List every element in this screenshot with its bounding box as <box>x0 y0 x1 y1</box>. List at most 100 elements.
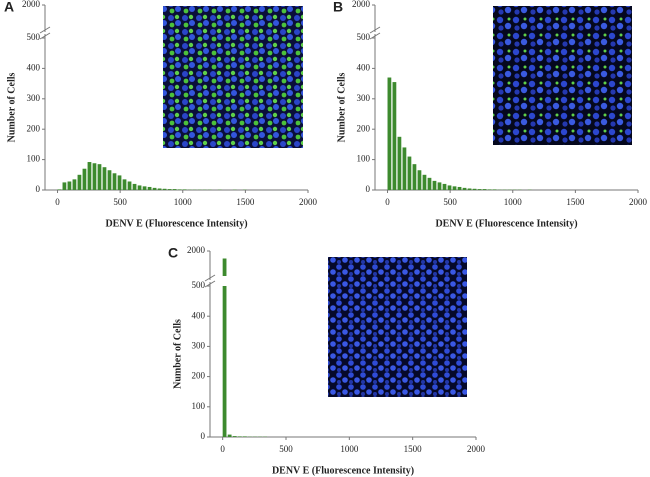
x-tick-label: 1500 <box>566 197 585 207</box>
bar <box>447 185 452 190</box>
x-tick-label: 2000 <box>299 197 318 207</box>
y-tick-label: 100 <box>357 154 371 164</box>
y-tick-label: 2000 <box>22 0 41 9</box>
x-tick-label: 0 <box>385 197 390 207</box>
bar <box>422 174 427 190</box>
y-tick-label: 0 <box>36 184 41 194</box>
bar <box>157 188 162 190</box>
bar <box>472 188 477 190</box>
x-tick-label: 500 <box>279 444 293 454</box>
bar <box>107 170 112 190</box>
bar <box>117 175 122 190</box>
bar <box>152 187 157 190</box>
bar <box>392 82 397 190</box>
y-axis-label: Number of Cells <box>6 72 17 142</box>
y-tick-label: 0 <box>366 184 371 194</box>
bar <box>232 436 237 437</box>
bar <box>182 189 187 190</box>
bar <box>237 436 242 437</box>
bar <box>102 167 107 190</box>
bar <box>427 177 432 190</box>
bar <box>482 189 487 190</box>
bar <box>457 186 462 190</box>
bar <box>242 436 247 437</box>
y-axis-label: Number of Cells <box>172 319 183 389</box>
bar <box>137 185 142 190</box>
y-tick-label: 2000 <box>187 245 206 255</box>
bar <box>417 170 422 190</box>
y-tick-label: 200 <box>27 123 41 133</box>
bar <box>127 181 132 190</box>
bar <box>162 188 167 190</box>
x-tick-label: 0 <box>220 444 225 454</box>
bar <box>407 156 412 190</box>
axis-break <box>39 26 51 34</box>
x-tick-label: 1500 <box>236 197 255 207</box>
bar <box>167 189 172 190</box>
y-tick-label: 200 <box>357 123 371 133</box>
micrograph <box>328 257 467 397</box>
y-tick-label: 200 <box>192 371 206 381</box>
x-tick-label: 1500 <box>404 444 423 454</box>
y-tick-label: 500 <box>192 280 206 290</box>
bar <box>172 189 177 190</box>
bar <box>72 179 77 190</box>
x-tick-label: 1000 <box>504 197 523 207</box>
y-tick-label: 2000 <box>352 0 371 9</box>
axis-break <box>369 32 381 40</box>
bar <box>397 136 402 190</box>
bar <box>412 164 417 190</box>
x-tick-label: 500 <box>113 197 127 207</box>
x-tick-label: 1000 <box>174 197 193 207</box>
x-tick-label: 2000 <box>467 444 486 454</box>
bar <box>222 286 227 437</box>
bar <box>112 173 117 190</box>
bar <box>142 186 147 190</box>
bar <box>452 186 457 190</box>
bar <box>387 77 392 190</box>
x-tick-label: 1000 <box>340 444 359 454</box>
bar <box>462 187 467 190</box>
micrograph <box>163 6 303 148</box>
y-tick-label: 400 <box>357 62 371 72</box>
axis-break <box>204 280 216 288</box>
bar <box>87 162 92 190</box>
bar <box>437 182 442 190</box>
x-tick-label: 0 <box>55 197 60 207</box>
bar <box>487 189 492 190</box>
bar <box>57 189 62 190</box>
y-tick-label: 300 <box>27 93 41 103</box>
bar <box>122 179 127 190</box>
axis-break <box>204 274 216 282</box>
y-tick-label: 400 <box>192 310 206 320</box>
x-tick-label: 500 <box>443 197 457 207</box>
bar <box>467 188 472 190</box>
bar <box>132 183 137 190</box>
y-tick-label: 300 <box>192 340 206 350</box>
y-tick-label: 300 <box>357 93 371 103</box>
bar <box>477 189 482 190</box>
bar <box>92 163 97 190</box>
x-axis-label: DENV E (Fluorescence Intensity) <box>105 218 247 229</box>
axis-break <box>39 32 51 40</box>
panel-label: B <box>333 0 343 15</box>
bar <box>62 182 67 190</box>
x-tick-label: 2000 <box>629 197 648 207</box>
bar <box>432 180 437 190</box>
x-axis-label: DENV E (Fluorescence Intensity) <box>272 465 414 476</box>
bar <box>492 189 497 190</box>
y-axis-label: Number of Cells <box>336 72 347 142</box>
bar <box>227 434 232 437</box>
bar <box>402 147 407 190</box>
y-tick-label: 0 <box>201 431 206 441</box>
bar <box>82 168 87 190</box>
x-axis-label: DENV E (Fluorescence Intensity) <box>435 218 577 229</box>
y-tick-label: 100 <box>27 154 41 164</box>
panel-label: C <box>168 245 178 261</box>
micrograph <box>493 6 632 145</box>
panel-label: A <box>4 0 14 15</box>
bar <box>147 186 152 190</box>
bar <box>67 181 72 190</box>
y-tick-label: 500 <box>357 32 371 42</box>
